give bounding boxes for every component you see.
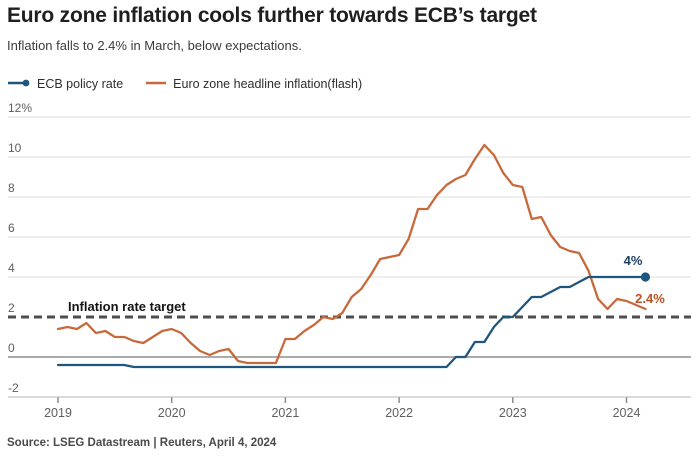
chart-title: Euro zone inflation cools further toward… [7,4,537,27]
x-axis-tick-label: 2019 [44,406,72,420]
x-axis-tick-label: 2022 [385,406,413,420]
source-attribution: Source: LSEG Datastream | Reuters, April… [7,437,277,449]
y-axis-tick-label: 6 [8,221,15,235]
inflation-end-value-label: 2.4% [635,291,665,306]
y-axis-tick-label: 12% [8,101,32,115]
y-axis-tick-label: -2 [8,381,19,395]
y-axis-tick-label: 2 [8,301,15,315]
x-axis-tick-label: 2023 [499,406,527,420]
line-marker-icon [145,77,167,91]
inflation-target-label: Inflation rate target [68,299,186,314]
chart-subtitle: Inflation falls to 2.4% in March, below … [7,38,302,53]
line-dot-marker-icon [7,77,31,91]
legend: ECB policy rate Euro zone headline infla… [7,77,362,91]
legend-item-policy-rate: ECB policy rate [7,77,123,91]
y-axis-tick-label: 4 [8,261,15,275]
series-end-dot [640,272,651,282]
x-axis-tick-label: 2021 [271,406,299,420]
y-axis-tick-label: 8 [8,181,15,195]
y-axis-tick-label: 0 [8,341,15,355]
series-line-ecb-policy-rate [56,275,647,369]
x-axis-tick-label: 2020 [158,406,186,420]
series-line-euro-zone-headline-inflation-flash- [56,143,647,365]
legend-item-inflation: Euro zone headline inflation(flash) [145,77,362,91]
policy-rate-end-value-label: 4% [623,253,643,268]
x-axis-tick-label: 2024 [613,406,641,420]
legend-label: Euro zone headline inflation(flash) [173,77,363,91]
legend-label: ECB policy rate [37,77,124,91]
y-axis-tick-label: 10 [8,141,22,155]
